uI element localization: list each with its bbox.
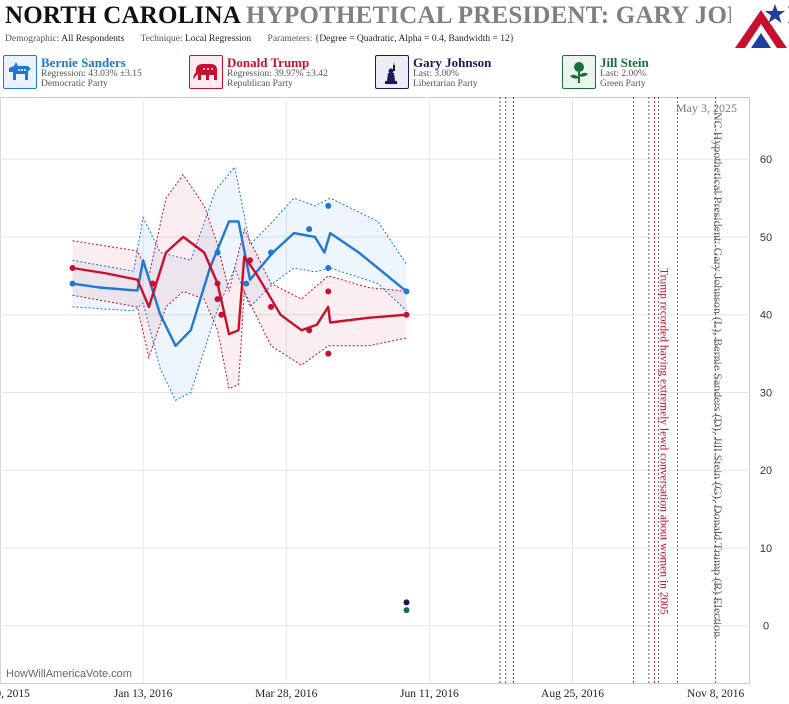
side-title: NC Hypothetical President: Gary Johnson … (711, 112, 725, 637)
candidate-name: Gary Johnson (413, 55, 492, 70)
data-point (149, 280, 156, 287)
candidate-party: Green Party (600, 79, 646, 89)
watermark: HowWillAmericaVote.com (6, 668, 132, 680)
candidate-card-stein: Jill Stein Last: 2.00% Green Party (562, 55, 746, 91)
title-rest: HYPOTHETICAL PRESIDENT: GARY JOHNSON (246, 2, 789, 29)
trend-line (72, 235, 407, 336)
band-lower-line (72, 289, 407, 390)
confidence-band (72, 167, 407, 401)
y-tick-label: 60 (760, 154, 772, 166)
event-label: Trump recorded having extremely lewd con… (658, 268, 670, 615)
candidate-stat: Last: 3.00% (413, 69, 459, 79)
candidate-party: Republican Party (227, 79, 293, 89)
donkey-icon (3, 55, 37, 89)
candidate-party: Democratic Party (41, 79, 108, 89)
data-point (306, 226, 313, 233)
data-point (325, 288, 332, 295)
x-tick-label: Aug 25, 2016 (541, 688, 604, 700)
candidate-card-sanders: Bernie Sanders Regression: 43.03% ±3.15 … (3, 55, 187, 91)
candidate-name: Jill Stein (600, 55, 649, 70)
candidate-stat: Last: 2.00% (600, 69, 646, 79)
y-tick-label: 40 (760, 310, 772, 322)
x-tick-label: Oct 30, 2015 (0, 688, 30, 700)
data-point (69, 280, 76, 287)
data-point (325, 202, 332, 209)
plot-area (0, 97, 750, 684)
data-point (306, 327, 313, 334)
technique-value: Local Regression (184, 34, 252, 44)
data-point (325, 265, 332, 272)
page-title: NORTH CAROLINA HYPOTHETICAL PRESIDENT: G… (5, 2, 789, 30)
data-point (403, 288, 410, 295)
data-point (403, 311, 410, 318)
demographic-label: Demographic: (5, 34, 60, 44)
data-point (267, 249, 274, 256)
data-point (218, 311, 225, 318)
candidate-card-trump: Donald Trump Regression: 39.97% ±3.42 Re… (189, 55, 373, 91)
parameters-value: {Degree = Quadratic, Alpha = 0.4, Bandwi… (314, 34, 515, 44)
candidate-card-johnson: Gary Johnson Last: 3.00% Libertarian Par… (375, 55, 559, 91)
elephant-icon (189, 55, 223, 89)
data-point (243, 280, 250, 287)
data-point (214, 280, 221, 287)
data-point (325, 350, 332, 357)
data-point (403, 599, 410, 606)
candidate-stat: Regression: 43.03% ±3.15 (41, 69, 142, 79)
data-point (214, 296, 221, 303)
parameters-line: Demographic: All Respondents Technique: … (5, 34, 528, 44)
technique-label: Technique: (140, 34, 183, 44)
data-point (247, 257, 253, 264)
demographic-value: All Respondents (61, 34, 125, 44)
data-point (403, 607, 410, 614)
y-tick-label: 20 (760, 465, 772, 477)
datestamp: May 3, 2025 (676, 101, 737, 115)
data-point (69, 265, 76, 272)
x-tick-label: Nov 8, 2016 (687, 688, 744, 700)
data-point (214, 249, 221, 256)
trend-line (72, 220, 408, 347)
x-tick-label: Mar 28, 2016 (255, 688, 318, 700)
rose-icon (562, 55, 596, 89)
title-state: NORTH CAROLINA (5, 2, 240, 29)
candidate-party: Libertarian Party (413, 79, 478, 89)
statue-of-liberty-icon (375, 55, 409, 89)
band-upper-line (72, 173, 407, 300)
x-tick-label: Jun 11, 2016 (400, 688, 459, 700)
y-tick-label: 30 (760, 387, 772, 399)
site-logo-icon (731, 0, 788, 50)
y-tick-label: 10 (760, 543, 772, 555)
data-point (267, 303, 274, 310)
x-tick-label: Jan 13, 2016 (114, 688, 173, 700)
parameters-label: Parameters: (267, 34, 313, 44)
candidate-name: Bernie Sanders (41, 55, 126, 70)
candidate-name: Donald Trump (227, 55, 310, 70)
candidate-stat: Regression: 39.97% ±3.42 (227, 69, 328, 79)
y-tick-label: 50 (760, 232, 772, 244)
y-tick-label: 0 (763, 621, 769, 633)
